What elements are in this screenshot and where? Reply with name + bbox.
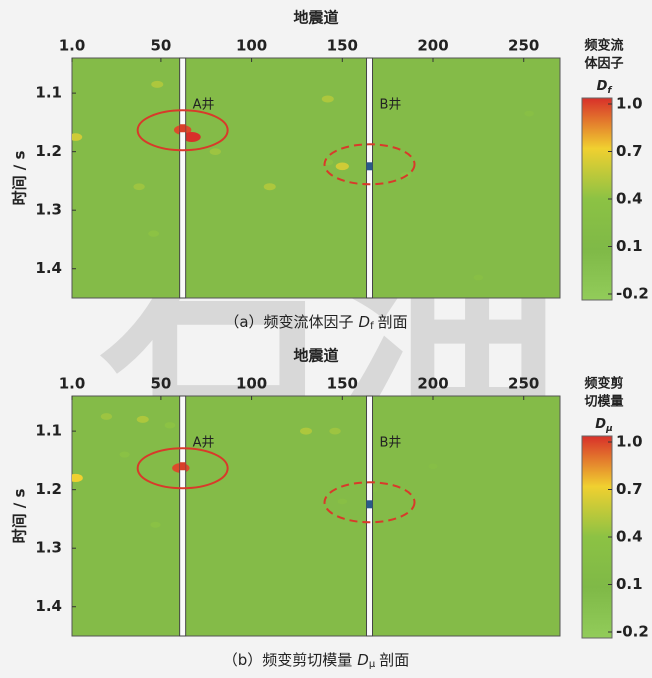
x-tick-label: 50 — [150, 37, 171, 55]
y-axis-title: 时间 / s — [11, 151, 29, 206]
colorbar-tick-label: 0.7 — [616, 480, 643, 498]
anomaly — [322, 95, 334, 102]
anomaly — [133, 183, 144, 190]
colorbar-tick-label: -0.2 — [616, 285, 649, 303]
well-marker — [180, 124, 186, 132]
anomaly — [264, 183, 276, 190]
x-tick-label: 200 — [417, 37, 448, 55]
colorbar-title: 体因子 — [584, 56, 623, 72]
colorbar — [582, 98, 612, 300]
x-tick-label: 250 — [508, 375, 539, 393]
x-tick-label: 100 — [236, 37, 267, 55]
anomaly — [524, 111, 534, 117]
well-marker — [180, 462, 186, 470]
colorbar-tick-label: 1.0 — [616, 95, 643, 113]
anomaly — [101, 413, 112, 420]
y-tick-label: 1.1 — [35, 84, 62, 102]
anomaly — [210, 148, 221, 155]
x-tick-label: 1.0 — [59, 375, 86, 393]
well — [180, 58, 186, 298]
colorbar-tick-label: 0.4 — [616, 528, 643, 546]
y-tick-label: 1.4 — [35, 597, 62, 615]
caption-text: （b）频变剪切模量 — [223, 651, 353, 669]
anomaly — [151, 81, 163, 88]
colorbar-tick-label: 0.7 — [616, 142, 643, 160]
x-tick-label: 1.0 — [59, 37, 86, 55]
caption-text: （a）频变流体因子 — [224, 313, 353, 331]
anomaly — [474, 275, 484, 281]
y-tick-label: 1.1 — [35, 422, 62, 440]
section-background — [72, 396, 560, 636]
caption-symbol: D — [357, 651, 369, 669]
symbol: D — [595, 417, 606, 432]
y-axis-title: 时间 / s — [11, 489, 29, 544]
caption: （a）频变流体因子 Df 剖面 — [224, 313, 407, 333]
well-marker — [367, 500, 373, 508]
x-axis-title: 地震道 — [293, 9, 338, 27]
colorbar-tick-label: 0.4 — [616, 190, 643, 208]
x-tick-label: 250 — [508, 37, 539, 55]
anomaly — [148, 230, 159, 236]
anomaly — [150, 522, 160, 528]
well — [180, 396, 186, 636]
colorbar-tick-label: 0.1 — [616, 575, 643, 593]
x-tick-label: 150 — [327, 375, 358, 393]
section-background — [72, 58, 560, 298]
caption-subscript: f — [370, 321, 374, 332]
subscript: μ — [605, 424, 613, 434]
anomaly — [329, 428, 340, 435]
x-axis-title: 地震道 — [293, 347, 338, 365]
well-label: B井 — [380, 97, 402, 112]
x-tick-label: 50 — [150, 375, 171, 393]
caption-suffix: 剖面 — [379, 651, 409, 669]
colorbar-tick-label: 1.0 — [616, 433, 643, 451]
anomaly — [300, 428, 312, 435]
anomaly — [336, 162, 349, 170]
colorbar-title: 频变剪 — [584, 376, 623, 392]
figure: 石油 地震道时间 / s1.0501001502002501.11.21.31.… — [0, 0, 652, 678]
y-tick-label: 1.2 — [35, 480, 62, 498]
x-tick-label: 100 — [236, 375, 267, 393]
well-marker — [367, 162, 373, 170]
anomaly — [137, 416, 149, 423]
x-tick-label: 200 — [417, 375, 448, 393]
y-tick-label: 1.4 — [35, 259, 62, 277]
caption-symbol: D — [359, 313, 371, 331]
colorbar-tick-label: -0.2 — [616, 623, 649, 641]
colorbar-title: 频变流 — [584, 38, 623, 54]
x-tick-label: 150 — [327, 37, 358, 55]
symbol: D — [597, 79, 608, 94]
anomaly — [120, 451, 130, 457]
well — [367, 396, 373, 636]
colorbar-tick-label: 0.1 — [616, 237, 643, 255]
y-tick-label: 1.2 — [35, 142, 62, 160]
colorbar — [582, 436, 612, 638]
caption-subscript: μ — [369, 659, 376, 670]
anomaly — [165, 422, 176, 428]
anomaly — [338, 498, 348, 504]
y-tick-label: 1.3 — [35, 201, 62, 219]
y-tick-label: 1.3 — [35, 539, 62, 557]
well — [367, 58, 373, 298]
colorbar-title: 切模量 — [584, 394, 623, 410]
anomaly — [429, 463, 438, 469]
well-label: B井 — [380, 435, 402, 450]
caption-suffix: 剖面 — [378, 313, 408, 331]
